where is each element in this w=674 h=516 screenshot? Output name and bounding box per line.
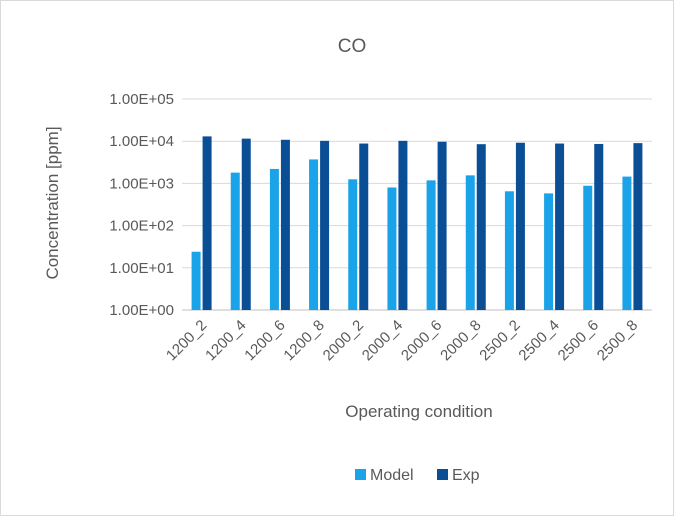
x-axis-title: Operating condition xyxy=(345,402,492,421)
bar-model-2000_4 xyxy=(387,187,397,310)
x-tick-label: 2500_2 xyxy=(476,317,523,364)
x-tick-label: 2500_8 xyxy=(594,317,641,364)
x-tick-labels: 1200_21200_41200_61200_82000_22000_42000… xyxy=(163,317,641,364)
x-tick-label: 1200_8 xyxy=(280,317,327,364)
bar-model-2000_8 xyxy=(465,175,475,310)
bar-model-2000_6 xyxy=(426,180,436,310)
x-tick-label: 2000_8 xyxy=(437,317,484,364)
bar-exp-1200_8 xyxy=(320,140,330,310)
x-tick-label: 2500_4 xyxy=(515,317,562,364)
bar-model-2500_8 xyxy=(622,176,632,310)
bar-model-2500_4 xyxy=(544,193,554,310)
bar-model-2000_2 xyxy=(348,179,358,310)
legend-swatch-model xyxy=(355,469,366,480)
bar-exp-2000_4 xyxy=(398,140,408,310)
bar-model-2500_2 xyxy=(504,191,514,310)
y-tick-label: 1.00E+00 xyxy=(109,302,174,319)
y-tick-label: 1.00E+03 xyxy=(109,175,174,192)
x-tick-label: 2000_2 xyxy=(320,317,367,364)
bars xyxy=(191,136,643,310)
legend: Model Exp xyxy=(355,467,480,484)
chart-title: CO xyxy=(338,36,367,57)
y-tick-label: 1.00E+05 xyxy=(109,91,174,108)
x-tick-label: 2500_6 xyxy=(555,317,602,364)
bar-model-1200_2 xyxy=(191,251,201,310)
x-tick-label: 1200_2 xyxy=(163,317,210,364)
y-tick-label: 1.00E+04 xyxy=(109,133,174,150)
bar-model-1200_6 xyxy=(269,168,279,310)
bar-exp-2000_8 xyxy=(476,144,486,310)
x-tick-label: 1200_4 xyxy=(202,317,249,364)
x-tick-label: 2000_6 xyxy=(398,317,445,364)
gridlines xyxy=(182,98,652,311)
y-axis-title: Concentration [ppm] xyxy=(43,126,62,279)
y-tick-label: 1.00E+01 xyxy=(109,260,174,277)
bar-model-1200_4 xyxy=(230,172,240,310)
x-tick-label: 1200_6 xyxy=(241,317,288,364)
bar-exp-2500_6 xyxy=(594,143,604,310)
bar-exp-2500_4 xyxy=(555,143,565,310)
legend-swatch-exp xyxy=(437,469,448,480)
bar-exp-2000_6 xyxy=(437,141,447,310)
bar-exp-2500_8 xyxy=(633,143,643,310)
bar-exp-1200_4 xyxy=(241,138,251,310)
legend-label-model: Model xyxy=(370,467,414,484)
x-tick-label: 2000_4 xyxy=(359,317,406,364)
legend-label-exp: Exp xyxy=(452,467,480,484)
y-tick-labels: 1.00E+00 1.00E+01 1.00E+02 1.00E+03 1.00E+04… xyxy=(109,91,174,319)
y-tick-label: 1.00E+02 xyxy=(109,218,174,235)
bar-model-1200_8 xyxy=(309,159,319,310)
bar-exp-1200_6 xyxy=(280,139,290,310)
bar-exp-1200_2 xyxy=(202,136,212,310)
bar-exp-2500_2 xyxy=(515,142,525,310)
bar-exp-2000_2 xyxy=(359,143,369,310)
bar-model-2500_6 xyxy=(583,185,593,310)
